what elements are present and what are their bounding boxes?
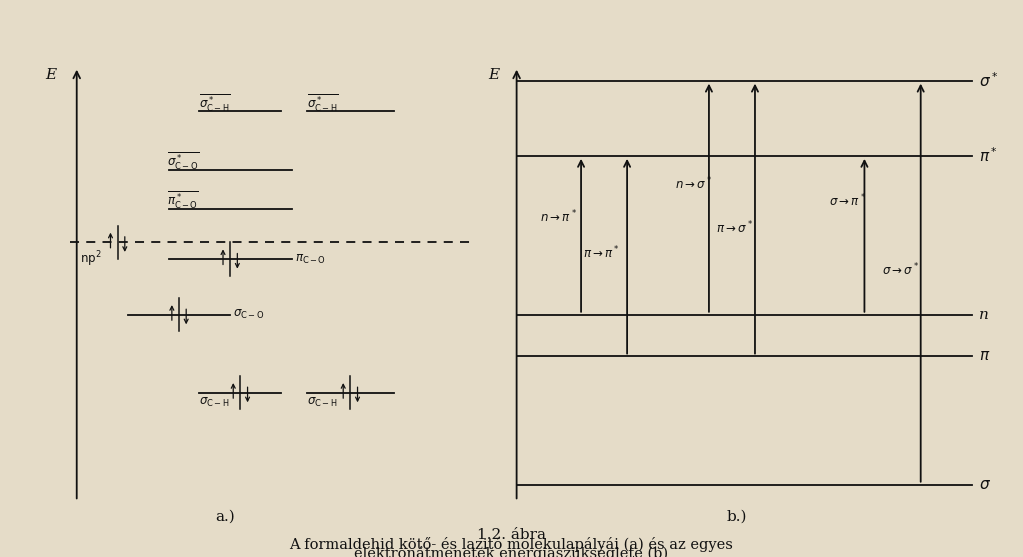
Text: $\pi_{\mathrm{C-O}}$: $\pi_{\mathrm{C-O}}$ bbox=[295, 252, 325, 266]
Text: $\sigma$: $\sigma$ bbox=[979, 477, 991, 492]
Text: $\pi^*$: $\pi^*$ bbox=[979, 146, 998, 165]
Text: $\sigma_{\mathrm{C-H}}$: $\sigma_{\mathrm{C-H}}$ bbox=[199, 395, 230, 409]
Text: $\overline{\sigma^*_{\mathrm{C-H}}}$: $\overline{\sigma^*_{\mathrm{C-H}}}$ bbox=[199, 92, 231, 114]
Text: A formaldehid kötő- és lazitó molekulapályái (a) és az egyes: A formaldehid kötő- és lazitó molekulapá… bbox=[290, 538, 733, 552]
Text: $\sigma^*$: $\sigma^*$ bbox=[979, 71, 998, 90]
Text: E: E bbox=[489, 68, 499, 82]
Text: $\pi \rightarrow \sigma^*$: $\pi \rightarrow \sigma^*$ bbox=[716, 220, 753, 237]
Text: $\pi$: $\pi$ bbox=[979, 349, 990, 364]
Text: $\sigma \rightarrow \pi^*$: $\sigma \rightarrow \pi^*$ bbox=[829, 192, 865, 209]
Text: elektronátmenetek energiaszükséglete (b): elektronátmenetek energiaszükséglete (b) bbox=[354, 546, 669, 557]
Text: $\overline{\pi^*_{\mathrm{C-O}}}$: $\overline{\pi^*_{\mathrm{C-O}}}$ bbox=[167, 190, 198, 211]
Text: $\overline{\sigma^*_{\mathrm{C-H}}}$: $\overline{\sigma^*_{\mathrm{C-H}}}$ bbox=[307, 92, 339, 114]
Text: b.): b.) bbox=[726, 510, 747, 524]
Text: $\sigma_{\mathrm{C-O}}$: $\sigma_{\mathrm{C-O}}$ bbox=[233, 308, 265, 321]
Text: 1.2. ábra: 1.2. ábra bbox=[477, 527, 546, 542]
Text: $n \rightarrow \sigma^*$: $n \rightarrow \sigma^*$ bbox=[675, 175, 713, 192]
Text: $\sigma \rightarrow \sigma^*$: $\sigma \rightarrow \sigma^*$ bbox=[882, 262, 920, 278]
Text: $\sigma_{\mathrm{C-H}}$: $\sigma_{\mathrm{C-H}}$ bbox=[307, 395, 338, 409]
Text: a.): a.) bbox=[215, 510, 235, 524]
Text: $\pi \rightarrow \pi^*$: $\pi \rightarrow \pi^*$ bbox=[583, 245, 620, 262]
Text: $n \rightarrow \pi^*$: $n \rightarrow \pi^*$ bbox=[540, 209, 577, 226]
Text: E: E bbox=[46, 68, 56, 82]
Text: $\overline{\sigma^*_{\mathrm{C-O}}}$: $\overline{\sigma^*_{\mathrm{C-O}}}$ bbox=[167, 151, 198, 172]
Text: $\mathrm{np}^2$: $\mathrm{np}^2$ bbox=[80, 249, 101, 269]
Text: n: n bbox=[979, 307, 989, 322]
